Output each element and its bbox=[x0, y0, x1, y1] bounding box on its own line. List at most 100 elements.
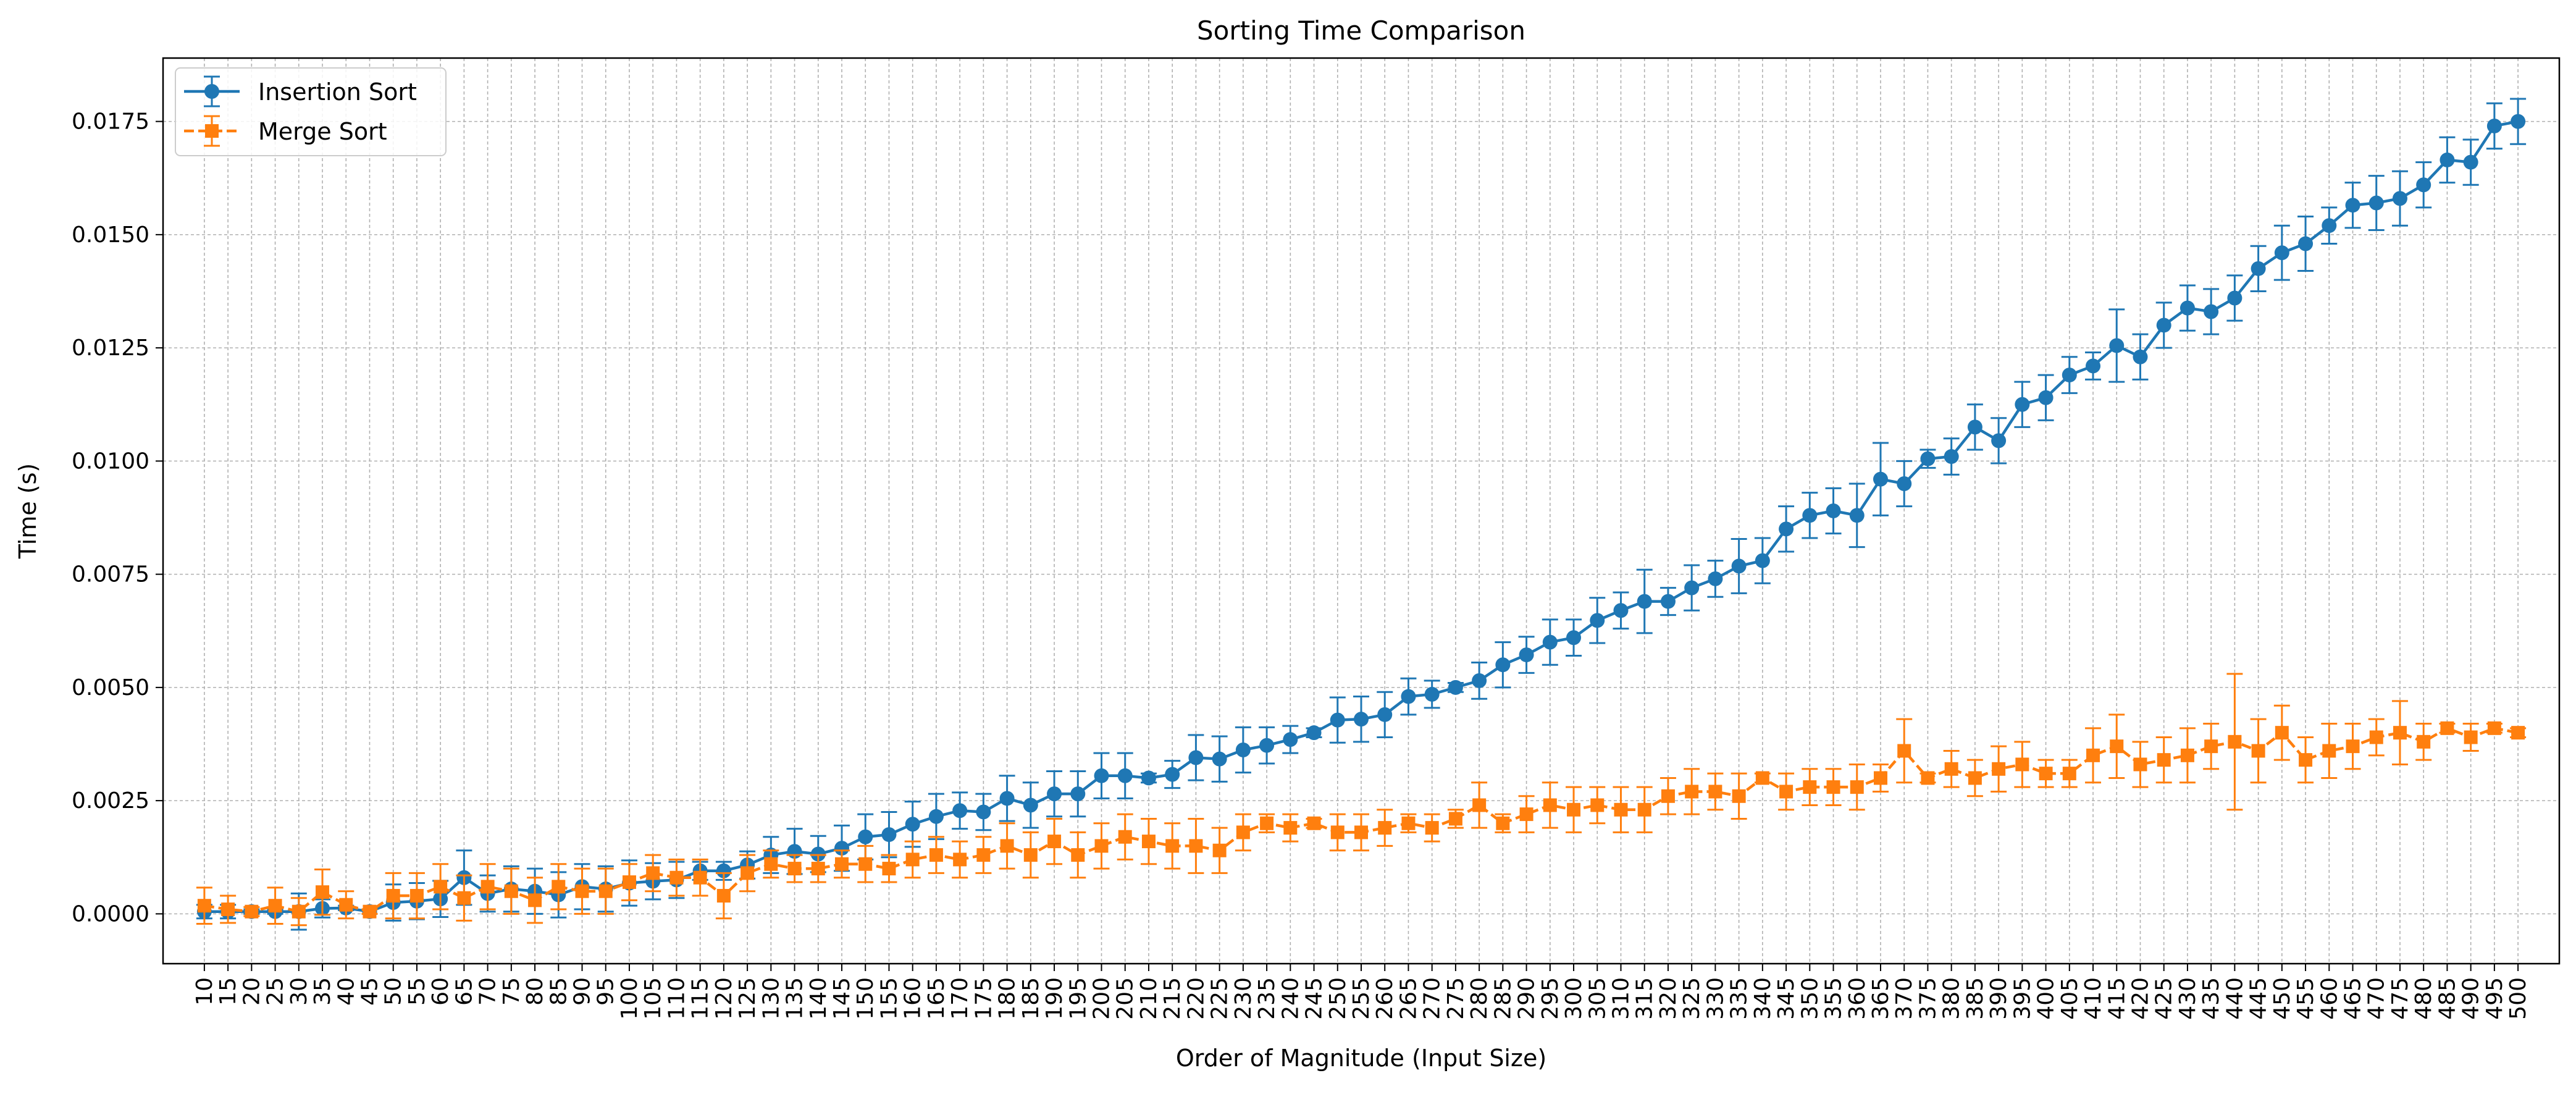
x-tick-label: 470 bbox=[2364, 977, 2389, 1020]
data-point bbox=[409, 889, 424, 903]
x-tick-label: 315 bbox=[1632, 977, 1658, 1020]
data-point bbox=[1188, 750, 1204, 765]
y-tick-label: 0.0125 bbox=[72, 335, 149, 361]
data-point bbox=[1731, 558, 1747, 574]
x-tick-label: 385 bbox=[1963, 977, 1988, 1020]
data-point bbox=[1967, 419, 1982, 435]
x-tick-label: 155 bbox=[876, 977, 902, 1020]
y-tick-label: 0.0000 bbox=[72, 901, 149, 927]
legend: Insertion Sort Merge Sort bbox=[175, 67, 447, 156]
data-point bbox=[2417, 734, 2431, 749]
series-merge-sort bbox=[196, 673, 2527, 927]
data-point bbox=[2486, 118, 2502, 133]
data-point bbox=[1968, 771, 1982, 785]
x-tick-label: 210 bbox=[1136, 977, 1162, 1020]
x-tick-label: 400 bbox=[2034, 977, 2059, 1020]
x-tick-label: 265 bbox=[1396, 977, 1421, 1020]
legend-marker bbox=[204, 84, 219, 99]
data-point bbox=[1071, 848, 1085, 862]
data-point bbox=[2015, 757, 2029, 772]
x-tick-label: 425 bbox=[2152, 977, 2177, 1020]
data-point bbox=[1992, 762, 2006, 776]
x-tick-label: 475 bbox=[2388, 977, 2413, 1020]
x-tick-label: 320 bbox=[1656, 977, 1681, 1020]
data-point bbox=[1519, 807, 1533, 822]
data-point bbox=[2464, 730, 2478, 744]
x-tick-label: 305 bbox=[1585, 977, 1610, 1020]
data-point bbox=[1000, 839, 1014, 853]
data-point bbox=[2038, 390, 2054, 405]
data-point bbox=[1543, 798, 1557, 812]
data-point bbox=[2511, 726, 2525, 740]
data-point bbox=[1023, 848, 1038, 862]
data-point bbox=[2156, 318, 2171, 333]
x-tick-label: 410 bbox=[2081, 977, 2106, 1020]
data-point bbox=[528, 893, 542, 907]
data-point bbox=[2416, 177, 2431, 193]
x-tick-label: 65 bbox=[451, 977, 477, 1006]
data-point bbox=[2511, 114, 2526, 129]
data-point bbox=[999, 791, 1015, 806]
data-point bbox=[2062, 767, 2076, 781]
x-tick-label: 200 bbox=[1089, 977, 1115, 1020]
data-point bbox=[197, 899, 211, 913]
data-point bbox=[2109, 338, 2125, 353]
x-tick-label: 420 bbox=[2128, 977, 2153, 1020]
data-point bbox=[1330, 825, 1345, 839]
data-point bbox=[2062, 368, 2077, 383]
data-point bbox=[2369, 730, 2383, 744]
data-point bbox=[1495, 657, 1511, 673]
x-tick-label: 175 bbox=[971, 977, 996, 1020]
data-point bbox=[1448, 812, 1462, 826]
x-tick-label: 90 bbox=[570, 977, 595, 1006]
x-tick-label: 440 bbox=[2222, 977, 2247, 1020]
data-point bbox=[1637, 802, 1651, 817]
data-point bbox=[1189, 839, 1203, 853]
data-point bbox=[1708, 785, 1722, 799]
x-tick-label: 260 bbox=[1372, 977, 1398, 1020]
data-point bbox=[1850, 780, 1864, 794]
data-point bbox=[1684, 580, 1700, 595]
data-point bbox=[928, 809, 944, 824]
data-point bbox=[2157, 753, 2171, 767]
data-point bbox=[2392, 191, 2407, 206]
chart-title: Sorting Time Comparison bbox=[1197, 15, 1525, 46]
data-point bbox=[504, 884, 518, 898]
data-point bbox=[1330, 712, 1345, 728]
x-tick-label: 500 bbox=[2506, 977, 2531, 1020]
x-tick-label: 235 bbox=[1254, 977, 1280, 1020]
data-point bbox=[1920, 451, 1936, 466]
data-point bbox=[693, 870, 707, 885]
data-point bbox=[858, 829, 873, 844]
x-tick-label: 255 bbox=[1349, 977, 1374, 1020]
data-point bbox=[434, 880, 448, 894]
legend-box bbox=[175, 67, 447, 156]
x-tick-label: 460 bbox=[2317, 977, 2342, 1020]
data-point bbox=[1283, 821, 1298, 835]
data-point bbox=[1235, 743, 1251, 758]
data-point bbox=[1260, 816, 1274, 830]
data-point bbox=[1236, 825, 1250, 839]
data-point bbox=[1779, 521, 1794, 537]
data-point bbox=[2015, 397, 2030, 412]
data-point bbox=[2133, 757, 2147, 772]
data-point bbox=[2299, 753, 2313, 767]
data-point bbox=[811, 862, 825, 876]
data-point bbox=[952, 803, 968, 818]
x-tick-label: 345 bbox=[1774, 977, 1799, 1020]
data-point bbox=[1306, 725, 1322, 741]
y-tick-label: 0.0050 bbox=[72, 675, 149, 701]
x-tick-label: 390 bbox=[1986, 977, 2012, 1020]
x-tick-label: 160 bbox=[900, 977, 926, 1020]
x-tick-label: 45 bbox=[357, 977, 382, 1006]
data-point bbox=[2251, 744, 2265, 758]
data-point bbox=[1944, 762, 1958, 776]
x-tick-label: 415 bbox=[2104, 977, 2129, 1020]
data-point bbox=[1708, 571, 1723, 586]
x-tick-label: 270 bbox=[1420, 977, 1445, 1020]
data-point bbox=[1637, 594, 1652, 609]
data-point bbox=[1803, 780, 1817, 794]
x-tick-label: 120 bbox=[711, 977, 737, 1020]
data-point bbox=[598, 884, 613, 898]
